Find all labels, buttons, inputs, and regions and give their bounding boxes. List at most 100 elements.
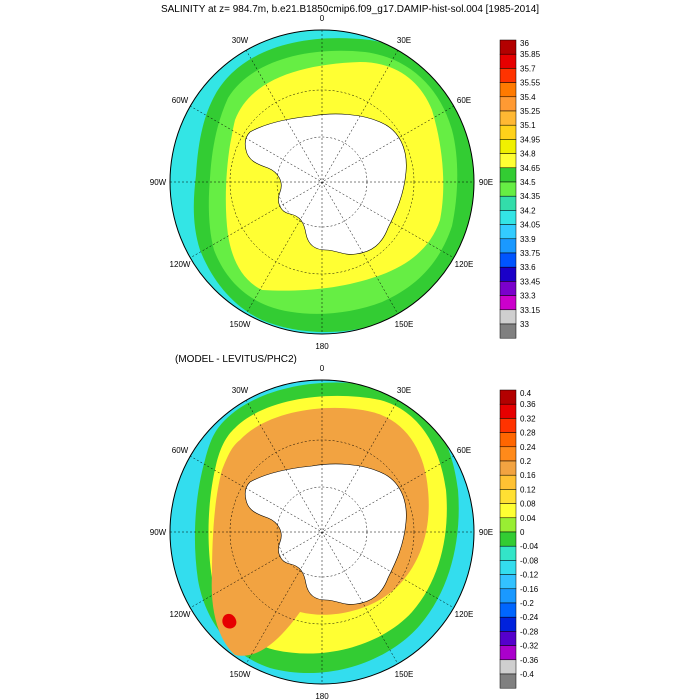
longitude-label: 30W	[232, 36, 249, 45]
colorbar-swatch	[499, 389, 517, 405]
colorbar-tick-label: -0.28	[520, 627, 539, 636]
colorbar-swatch	[499, 53, 517, 69]
longitude-label: 30E	[397, 386, 411, 395]
colorbar-swatch	[499, 503, 517, 519]
colorbar-tick-label: 33.15	[520, 306, 541, 315]
longitude-label: 120W	[170, 610, 191, 619]
colorbar-swatch	[499, 446, 517, 462]
colorbar-swatch	[499, 323, 517, 339]
colorbar-swatch	[499, 545, 517, 561]
salinity-polar-map: 0 30E 60E 90E 120E 150E 180 150W 120W 90W 60W 30W	[150, 14, 493, 351]
colorbar-swatch	[499, 602, 517, 618]
colorbar-swatch	[499, 673, 517, 689]
colorbar-tick-label: 0.4	[520, 389, 532, 398]
colorbar-tick-label: 35.1	[520, 121, 536, 130]
colorbar-tick-label: 0.08	[520, 500, 536, 509]
colorbar-swatch	[499, 252, 517, 268]
longitude-labels: 0 30E 60E 90E 120E 150E 180 150W 120W 90W 60W 30W	[150, 14, 493, 351]
colorbar-swatch	[499, 403, 517, 419]
longitude-label: 120E	[455, 260, 474, 269]
longitude-label: 150W	[230, 320, 251, 329]
colorbar-tick-label: 0.12	[520, 485, 536, 494]
longitude-label: 150W	[230, 670, 251, 679]
colorbar-tick-label: 34.2	[520, 206, 536, 215]
colorbar-tick-label: 34.35	[520, 192, 541, 201]
colorbar-tick-label: 33.9	[520, 235, 536, 244]
colorbar-swatch	[499, 489, 517, 504]
colorbar-tick-label: 0.2	[520, 457, 532, 466]
colorbar-tick-label: 35.55	[520, 79, 541, 88]
colorbar-swatch	[499, 560, 517, 575]
map-boundary-circle	[169, 29, 475, 335]
colorbar-swatch	[499, 309, 517, 325]
longitude-label: 90E	[479, 178, 493, 187]
longitude-label: 60W	[172, 446, 189, 455]
colorbar-tick-label: -0.16	[520, 585, 539, 594]
longitude-label: 60W	[172, 96, 189, 105]
colorbar-tick-label: 33.75	[520, 249, 541, 258]
salinity-colorbar: 36 35.85 35.7 35.55 35.4 35.25 35.1 34.95 34.8 34…	[499, 39, 541, 339]
longitude-label: 150E	[395, 670, 414, 679]
colorbar-tick-label: 33.45	[520, 277, 541, 286]
map-red-patch	[222, 613, 237, 629]
longitude-label: 90E	[479, 528, 493, 537]
colorbar-swatch	[499, 167, 517, 183]
colorbar-tick-label: 0.32	[520, 414, 536, 423]
colorbar-swatch	[499, 82, 517, 98]
figure-title: SALINITY at z= 984.7m, b.e21.B1850cmip6.…	[161, 4, 539, 15]
longitude-label: 150E	[395, 320, 414, 329]
colorbar-swatch	[499, 531, 517, 547]
colorbar-tick-label: 0.28	[520, 429, 536, 438]
colorbar-tick-label: -0.04	[520, 542, 539, 551]
colorbar-tick-label: 0.24	[520, 443, 536, 452]
colorbar-tick-label: -0.4	[520, 670, 534, 679]
colorbar-swatch	[499, 224, 517, 240]
colorbar-tick-label: 0.36	[520, 400, 536, 409]
longitude-label: 0	[320, 14, 325, 23]
colorbar-swatch	[499, 266, 517, 282]
map-graticule	[170, 380, 474, 684]
colorbar-swatch	[499, 96, 517, 112]
colorbar-tick-label: -0.08	[520, 556, 539, 565]
colorbar-swatch	[499, 631, 517, 646]
colorbar-swatch	[499, 153, 517, 169]
colorbar-tick-label: -0.2	[520, 599, 534, 608]
colorbar-swatch	[499, 39, 517, 55]
colorbar-tick-label: 0.16	[520, 471, 536, 480]
colorbar-tick-label: 34.05	[520, 221, 541, 230]
colorbar-tick-label: 35.85	[520, 50, 541, 59]
colorbar-swatch	[499, 210, 517, 225]
figure-subtitle: (MODEL - LEVITUS/PHC2)	[175, 354, 297, 365]
longitude-label: 30E	[397, 36, 411, 45]
longitude-label: 120W	[170, 260, 191, 269]
colorbar-swatch	[499, 110, 517, 126]
colorbar-tick-label: -0.32	[520, 642, 539, 651]
longitude-label: 90W	[150, 178, 167, 187]
map-graticule	[170, 30, 474, 334]
colorbar-tick-label: 34.65	[520, 164, 541, 173]
colorbar-swatch	[499, 295, 517, 311]
colorbar-swatch	[499, 474, 517, 490]
colorbar-tick-label: 0	[520, 528, 525, 537]
difference-colorbar: 0.4 0.36 0.32 0.28 0.24 0.2 0.16 0.12 0.08 0.04 0 -…	[499, 389, 539, 689]
colorbar-swatch	[499, 418, 517, 433]
colorbar-swatch	[499, 139, 517, 154]
colorbar-tick-label: 34.95	[520, 135, 541, 144]
colorbar-tick-label: 35.7	[520, 64, 536, 73]
colorbar-swatch	[499, 588, 517, 604]
colorbar-tick-label: -0.36	[520, 656, 539, 665]
colorbar-swatch	[499, 659, 517, 675]
longitude-label: 180	[315, 342, 329, 351]
colorbar-swatch	[499, 574, 517, 590]
colorbar-tick-label: -0.12	[520, 571, 539, 580]
colorbar-swatch	[499, 181, 517, 197]
colorbar-tick-label: 33	[520, 320, 529, 329]
colorbar-tick-label: 0.04	[520, 514, 536, 523]
longitude-label: 60E	[457, 96, 471, 105]
colorbar-tick-label: 35.4	[520, 93, 536, 102]
colorbar-swatch	[499, 616, 517, 632]
longitude-label: 30W	[232, 386, 249, 395]
longitude-label: 0	[320, 364, 325, 373]
colorbar-tick-label: 34.8	[520, 150, 536, 159]
